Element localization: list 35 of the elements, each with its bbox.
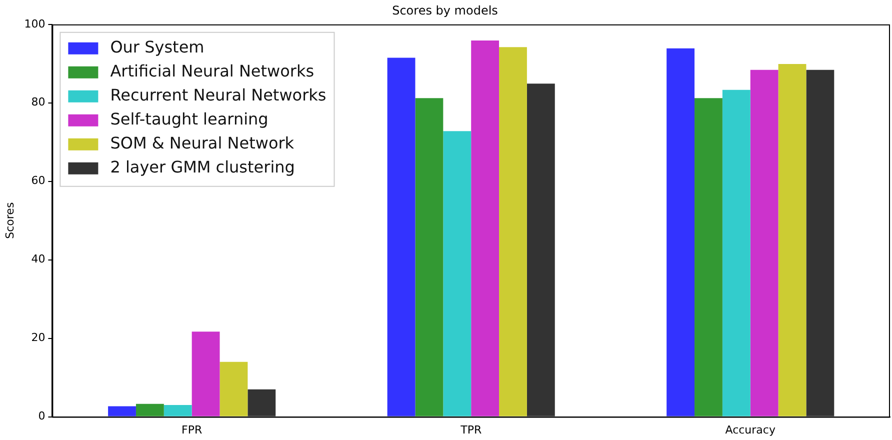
x-tick-label: Accuracy bbox=[725, 423, 776, 436]
legend-label: 2 layer GMM clustering bbox=[110, 158, 295, 177]
chart-title: Scores by models bbox=[392, 3, 498, 18]
bar bbox=[750, 70, 778, 416]
bar bbox=[526, 84, 555, 416]
legend-label: Self-taught learning bbox=[110, 110, 268, 129]
bar bbox=[164, 405, 192, 416]
legend-label: Recurrent Neural Networks bbox=[110, 86, 326, 105]
bar bbox=[778, 64, 806, 416]
y-axis-title: Scores bbox=[3, 202, 16, 239]
bar bbox=[220, 362, 248, 416]
bar bbox=[722, 90, 750, 416]
y-tick-label: 60 bbox=[31, 174, 46, 188]
bar bbox=[415, 98, 444, 416]
bar bbox=[387, 58, 416, 416]
y-tick-label: 80 bbox=[31, 96, 46, 109]
y-tick-label: 40 bbox=[31, 252, 46, 266]
y-tick-label: 100 bbox=[24, 17, 46, 30]
bar bbox=[443, 131, 472, 416]
bar bbox=[499, 47, 527, 416]
bar bbox=[136, 404, 164, 416]
bar bbox=[694, 98, 722, 416]
bar bbox=[666, 48, 695, 416]
y-tick-label: 0 bbox=[38, 410, 46, 423]
bar bbox=[248, 389, 276, 416]
bar bbox=[806, 70, 834, 416]
legend-label: Our System bbox=[110, 38, 204, 57]
x-tick-label: TPR bbox=[460, 423, 482, 436]
bar bbox=[471, 40, 500, 416]
bar bbox=[108, 406, 136, 416]
y-tick-label: 20 bbox=[31, 331, 46, 344]
legend-label: Artificial Neural Networks bbox=[110, 62, 314, 81]
bar bbox=[192, 332, 220, 416]
x-tick-label: FPR bbox=[182, 423, 202, 436]
legend-label: SOM & Neural Network bbox=[110, 134, 295, 153]
